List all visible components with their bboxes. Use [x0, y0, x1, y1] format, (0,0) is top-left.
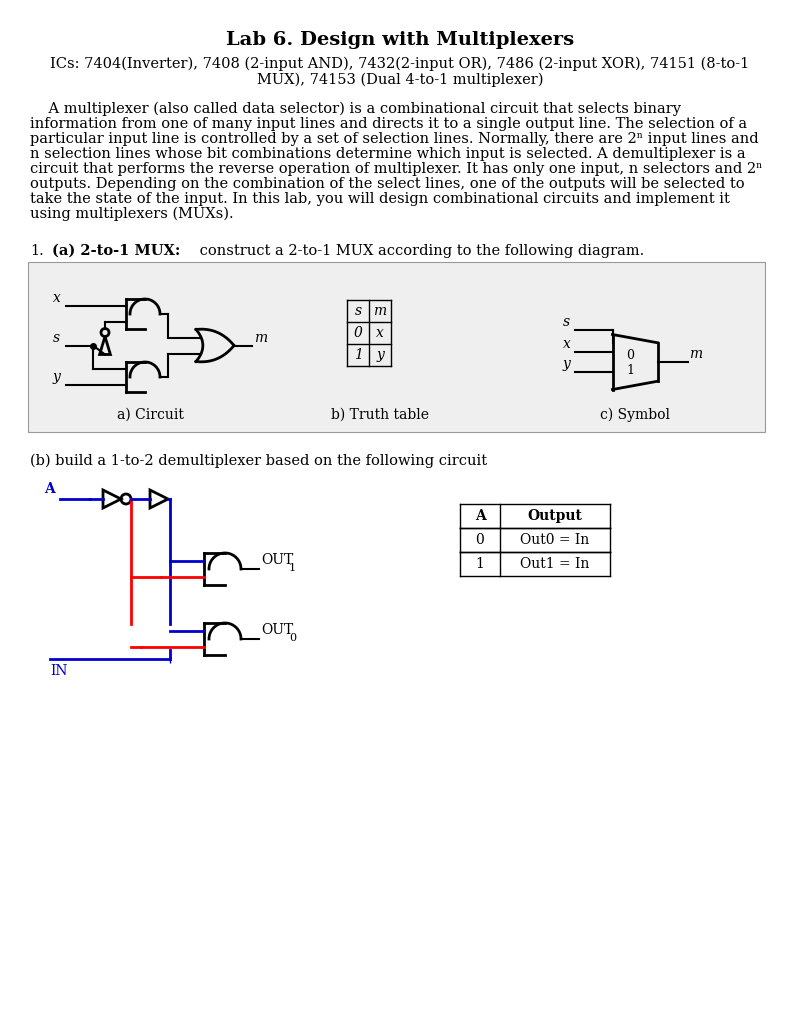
Text: Output: Output [527, 509, 582, 523]
Text: c) Symbol: c) Symbol [600, 408, 670, 422]
Text: 0: 0 [354, 326, 362, 340]
Text: x: x [563, 337, 571, 351]
Text: A multiplexer (also called data selector) is a combinational circuit that select: A multiplexer (also called data selector… [30, 102, 681, 117]
Text: x: x [53, 291, 61, 305]
Text: y: y [53, 370, 61, 384]
Text: A: A [474, 509, 486, 523]
Text: 1: 1 [354, 348, 362, 362]
Text: (b) build a 1-to-2 demultiplexer based on the following circuit: (b) build a 1-to-2 demultiplexer based o… [30, 454, 487, 468]
Text: s: s [563, 314, 570, 329]
Text: Out1 = In: Out1 = In [520, 557, 590, 571]
Text: information from one of many input lines and directs it to a single output line.: information from one of many input lines… [30, 117, 747, 131]
Text: s: s [354, 304, 362, 318]
Text: n selection lines whose bit combinations determine which input is selected. A de: n selection lines whose bit combinations… [30, 147, 746, 161]
Text: take the state of the input. In this lab, you will design combinational circuits: take the state of the input. In this lab… [30, 193, 730, 206]
Text: 0: 0 [289, 633, 296, 643]
Text: outputs. Depending on the combination of the select lines, one of the outputs wi: outputs. Depending on the combination of… [30, 177, 745, 191]
Text: a) Circuit: a) Circuit [117, 408, 183, 422]
Text: 1: 1 [289, 563, 296, 573]
Text: 1: 1 [475, 557, 485, 571]
Text: particular input line is controlled by a set of selection lines. Normally, there: particular input line is controlled by a… [30, 132, 758, 146]
Text: m: m [254, 331, 267, 344]
Text: 0: 0 [626, 349, 634, 361]
Text: s: s [53, 331, 60, 344]
Text: b) Truth table: b) Truth table [331, 408, 429, 422]
Text: using multiplexers (MUXs).: using multiplexers (MUXs). [30, 207, 234, 221]
Text: Lab 6. Design with Multiplexers: Lab 6. Design with Multiplexers [226, 31, 574, 49]
Text: Out0 = In: Out0 = In [520, 534, 590, 547]
Text: 1.: 1. [30, 244, 44, 258]
Text: y: y [563, 357, 571, 371]
Text: m: m [690, 347, 702, 361]
Text: IN: IN [50, 664, 67, 678]
Text: (a) 2-to-1 MUX:: (a) 2-to-1 MUX: [52, 244, 180, 258]
Text: A: A [44, 482, 55, 496]
Text: OUT: OUT [261, 623, 294, 637]
Text: ICs: 7404(Inverter), 7408 (2-input AND), 7432(2-input OR), 7486 (2-input XOR), 7: ICs: 7404(Inverter), 7408 (2-input AND),… [50, 57, 750, 72]
Text: 1: 1 [626, 364, 634, 377]
Text: x: x [376, 326, 384, 340]
Text: MUX), 74153 (Dual 4-to-1 multiplexer): MUX), 74153 (Dual 4-to-1 multiplexer) [257, 73, 543, 87]
Text: OUT: OUT [261, 553, 294, 567]
Text: 0: 0 [476, 534, 484, 547]
Text: circuit that performs the reverse operation of multiplexer. It has only one inpu: circuit that performs the reverse operat… [30, 162, 762, 176]
Text: construct a 2-to-1 MUX according to the following diagram.: construct a 2-to-1 MUX according to the … [195, 244, 644, 258]
Text: y: y [376, 348, 384, 362]
Text: m: m [374, 304, 386, 318]
FancyBboxPatch shape [28, 262, 765, 432]
